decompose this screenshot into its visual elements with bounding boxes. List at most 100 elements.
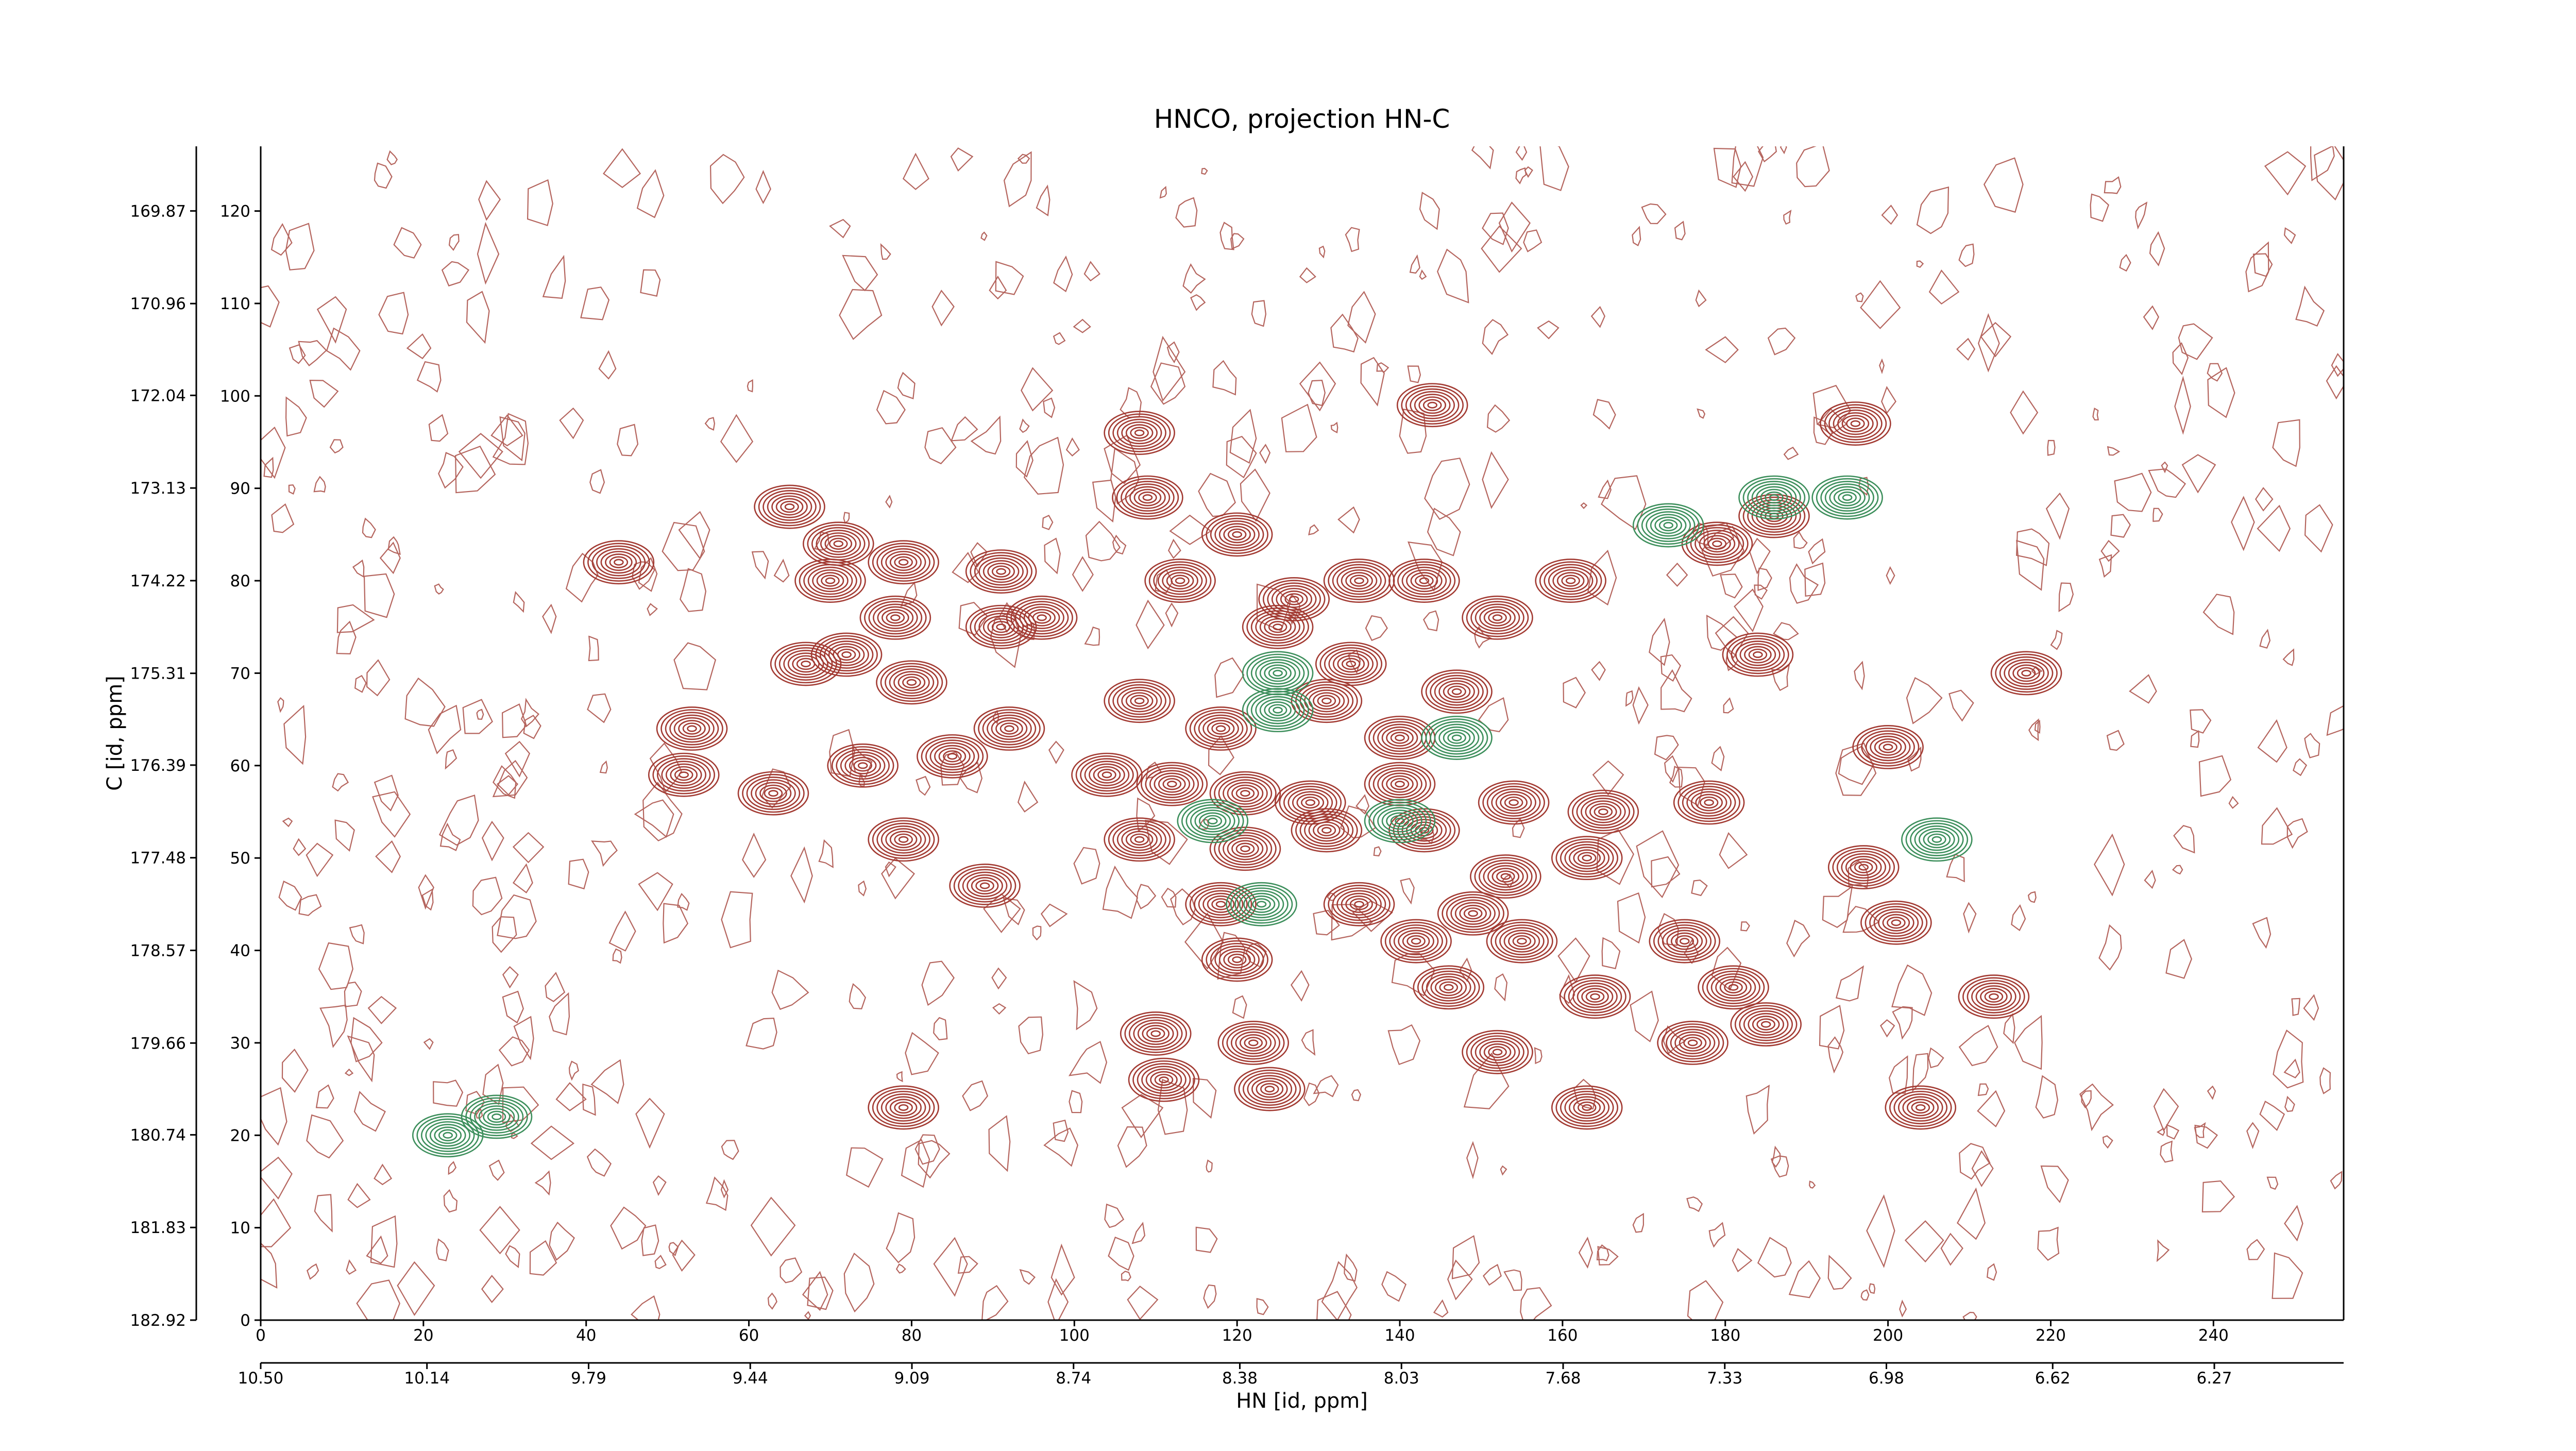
- noise-contour: [1299, 361, 1336, 412]
- contour-ring: [1427, 401, 1437, 409]
- noise-contour: [900, 581, 918, 607]
- noise-contour: [261, 285, 280, 328]
- noise-contour: [745, 1017, 777, 1050]
- contour-ring: [1198, 714, 1244, 743]
- contour-ring: [1120, 1011, 1192, 1056]
- contour-ring: [1560, 1090, 1614, 1124]
- noise-contour: [1313, 909, 1340, 936]
- noise-contour: [2245, 241, 2269, 293]
- contour-ring: [868, 1085, 939, 1130]
- noise-contour: [1481, 225, 1522, 273]
- noise-contour: [493, 765, 517, 799]
- contour-ring: [1582, 854, 1592, 862]
- noise-contour: [721, 891, 753, 949]
- noise-contour: [1725, 648, 1739, 671]
- noise-contour: [474, 1108, 483, 1119]
- noise-contour: [705, 1176, 728, 1211]
- noise-contour: [2178, 323, 2213, 360]
- contour-ring: [1190, 807, 1235, 835]
- noise-contour: [1958, 1024, 1998, 1067]
- contour-ring: [1421, 970, 1476, 1004]
- noise-contour: [288, 484, 296, 495]
- noise-contour: [1804, 562, 1826, 597]
- noise-contour: [465, 1091, 485, 1115]
- noise-contour: [1534, 1047, 1543, 1065]
- contour-ring: [1980, 988, 2008, 1006]
- contour-ring: [1882, 914, 1910, 932]
- noise-contour: [492, 413, 529, 465]
- noise-contour: [1906, 677, 1943, 724]
- contour-ring: [978, 613, 1024, 642]
- noise-contour: [2190, 730, 2200, 748]
- noise-contour: [1888, 1055, 1908, 1094]
- noise-contour: [2100, 539, 2120, 562]
- noise-contour: [2119, 254, 2131, 272]
- x-tick-label: 160: [1547, 1326, 1578, 1345]
- contour-ring: [1421, 716, 1493, 760]
- contour-ring: [1923, 831, 1951, 849]
- x2-tick-label: 9.09: [894, 1369, 929, 1388]
- noise-contour: [2144, 869, 2156, 889]
- contour-ring: [1396, 383, 1468, 428]
- noise-contour: [1419, 192, 1440, 230]
- noise-contour: [1597, 1246, 1619, 1266]
- contour-ring: [906, 679, 917, 686]
- contour-ring: [1401, 385, 1464, 425]
- noise-contour: [2190, 709, 2212, 734]
- noise-contour: [347, 1183, 371, 1208]
- contour-ring: [1189, 709, 1252, 748]
- noise-contour: [2228, 796, 2239, 809]
- contour-ring: [674, 769, 693, 781]
- contour-ring: [1393, 811, 1456, 850]
- noise-contour: [278, 880, 302, 911]
- contour-ring: [1504, 796, 1523, 809]
- noise-contour: [580, 286, 610, 320]
- contour-ring: [921, 737, 984, 776]
- noise-contour: [839, 289, 883, 340]
- noise-contour: [612, 948, 622, 964]
- contour-ring: [1259, 662, 1296, 685]
- contour-ring: [1232, 956, 1242, 963]
- noise-contour: [1512, 818, 1525, 838]
- noise-contour: [1686, 1196, 1703, 1212]
- peak: [1901, 817, 1973, 862]
- peak: [1657, 1020, 1728, 1065]
- contour-ring: [1146, 1027, 1165, 1040]
- contour-ring: [982, 560, 1020, 583]
- contour-ring: [1145, 767, 1199, 801]
- noise-contour: [1347, 291, 1376, 344]
- noise-contour: [534, 1170, 551, 1196]
- contour-ring: [1657, 1020, 1728, 1065]
- contour-ring: [1242, 688, 1314, 733]
- noise-contour: [1085, 520, 1121, 562]
- contour-ring: [1234, 887, 1289, 921]
- peak: [794, 559, 866, 603]
- contour-ring: [1166, 572, 1194, 589]
- contour-ring: [1443, 729, 1471, 747]
- contour-ring: [894, 556, 913, 568]
- contour-ring: [1418, 396, 1446, 414]
- noise-contour: [1073, 980, 1098, 1031]
- noise-contour: [673, 642, 717, 690]
- noise-contour: [1674, 221, 1686, 241]
- noise-contour: [285, 396, 307, 437]
- noise-contour: [466, 291, 490, 344]
- noise-contour: [1705, 336, 1739, 363]
- contour-ring: [784, 503, 795, 511]
- noise-contour: [603, 148, 641, 188]
- noise-contour: [1047, 1278, 1069, 1320]
- noise-contour: [386, 150, 398, 165]
- noise-contour: [479, 1206, 520, 1255]
- contour-ring: [1386, 729, 1414, 747]
- contour-ring: [1240, 845, 1250, 852]
- contour-ring: [1138, 491, 1157, 504]
- noise-contour: [2284, 1205, 2303, 1242]
- contour-ring: [614, 559, 624, 566]
- y-axis-label: C [id, ppm]: [103, 676, 127, 791]
- contour-ring: [872, 1088, 935, 1127]
- contour-ring: [1167, 781, 1177, 788]
- noise-contour: [589, 469, 605, 494]
- noise-contour: [608, 910, 636, 952]
- noise-contour: [1092, 479, 1116, 523]
- contour-ring: [1255, 613, 1300, 642]
